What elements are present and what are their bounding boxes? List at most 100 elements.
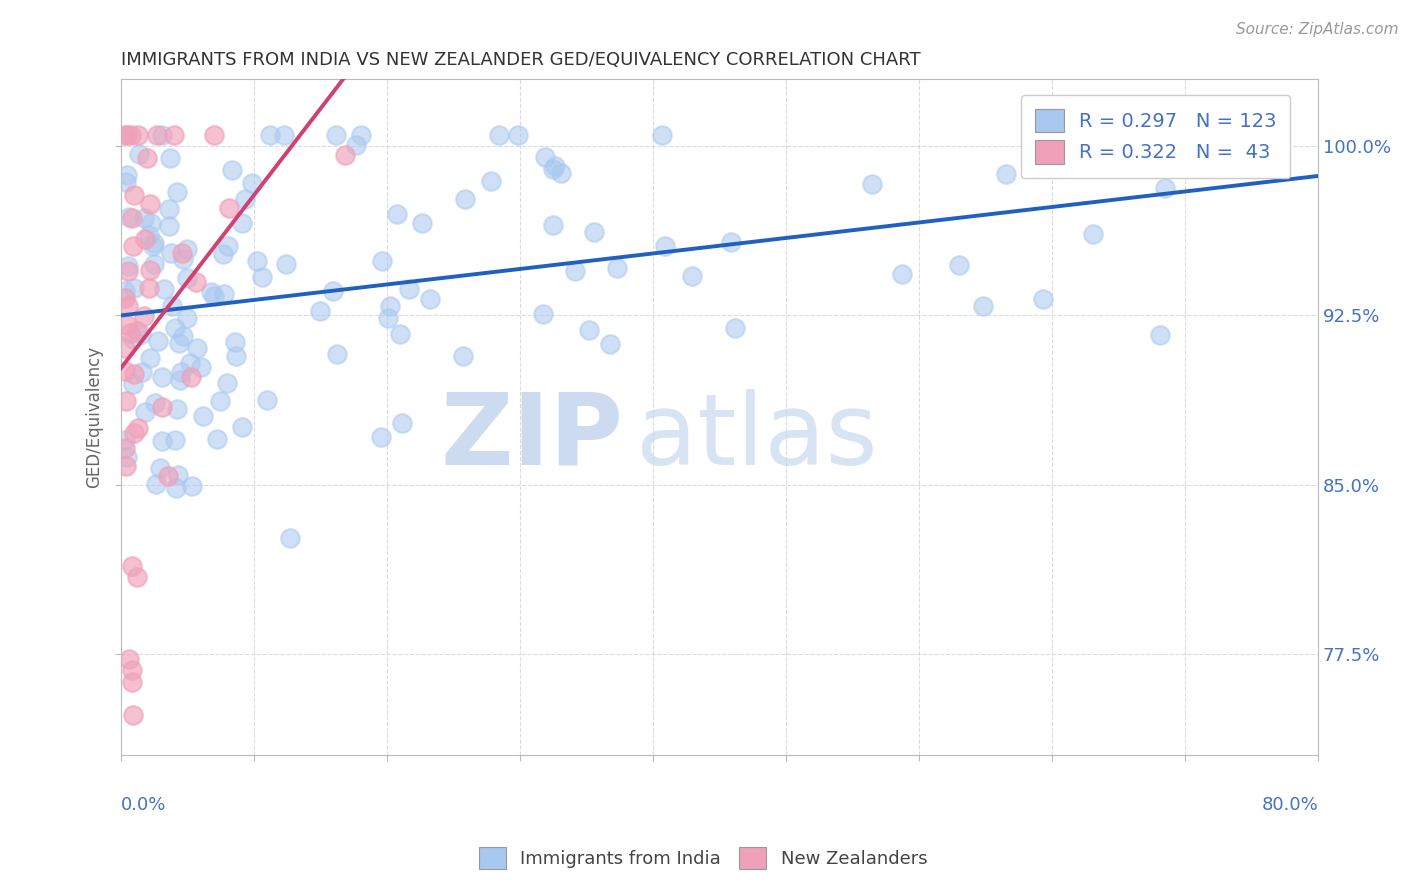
Point [221,163,243,178]
Point [169,373,191,387]
Point [582,225,605,239]
Point [172,252,194,267]
Point [122,281,145,295]
Point [115,128,138,142]
Point [148,334,170,348]
Text: Source: ZipAtlas.com: Source: ZipAtlas.com [1236,22,1399,37]
Point [606,260,628,275]
Point [118,326,141,340]
Point [224,334,246,349]
Point [117,264,139,278]
Point [1234,128,1257,142]
Point [166,401,188,416]
Point [138,227,160,242]
Point [138,197,160,211]
Point [322,284,344,298]
Point [308,304,330,318]
Point [344,137,367,152]
Point [125,569,148,583]
Point [157,202,180,217]
Point [142,239,165,253]
Point [115,318,138,332]
Point [972,300,994,314]
Point [411,216,433,230]
Point [543,219,565,233]
Point [165,481,187,495]
Point [120,128,142,142]
Point [172,245,194,260]
Point [176,270,198,285]
Point [124,425,146,440]
Text: atlas: atlas [636,389,877,486]
Point [114,341,136,355]
Point [117,450,139,464]
Point [134,404,156,418]
Point [118,651,141,665]
Point [163,321,186,335]
Point [651,128,673,142]
Point [218,201,240,215]
Point [202,128,225,142]
Point [145,477,167,491]
Point [250,269,273,284]
Point [176,242,198,256]
Point [724,320,747,334]
Point [142,235,165,250]
Point [114,364,136,378]
Point [350,128,373,142]
Point [150,369,173,384]
Point [121,707,143,722]
Point [453,349,475,363]
Point [152,281,174,295]
Point [138,351,160,365]
Point [860,177,883,191]
Point [398,282,420,296]
Point [550,166,572,180]
Point [419,292,441,306]
Point [117,299,139,313]
Point [129,327,152,342]
Point [121,239,143,253]
Point [179,356,201,370]
Point [121,559,143,574]
Point [256,393,278,408]
Point [578,323,600,337]
Point [159,245,181,260]
Point [156,468,179,483]
Point [533,307,555,321]
Point [212,286,235,301]
Point [370,429,392,443]
Point [654,239,676,253]
Point [231,216,253,230]
Point [190,360,212,375]
Point [200,285,222,299]
Point [215,376,238,391]
Point [127,324,149,338]
Point [152,434,174,448]
Point [167,468,190,483]
Point [114,434,136,448]
Point [274,257,297,271]
Point [115,169,138,183]
Point [122,188,145,202]
Point [167,335,190,350]
Point [172,329,194,343]
Point [121,211,143,225]
Point [371,253,394,268]
Point [948,258,970,272]
Legend: Immigrants from India, New Zealanders: Immigrants from India, New Zealanders [470,838,936,879]
Point [325,128,347,142]
Point [391,417,413,431]
Point [891,268,914,282]
Point [150,128,173,142]
Point [114,284,136,298]
Point [240,177,263,191]
Point [506,128,529,142]
Point [534,150,557,164]
Point [162,299,184,313]
Point [479,174,502,188]
Point [995,167,1018,181]
Point [163,128,186,142]
Point [225,349,247,363]
Point [157,219,180,233]
